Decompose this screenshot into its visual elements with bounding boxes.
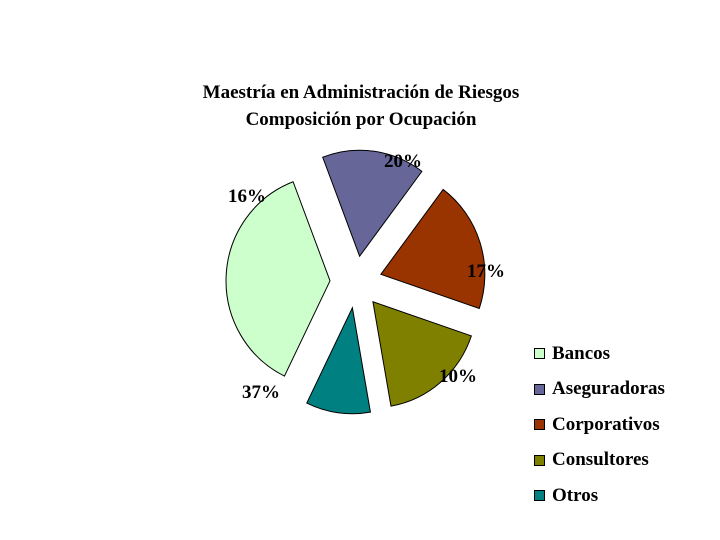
legend: Bancos Aseguradoras Corporativos Consult… (534, 336, 665, 514)
legend-label-corporativos: Corporativos (552, 413, 660, 435)
chart-subtitle: Composición por Ocupación (245, 109, 477, 130)
pie-slice-otros (306, 306, 372, 415)
legend-label-bancos: Bancos (552, 342, 611, 364)
pie-slice-aseguradoras (322, 149, 423, 258)
legend-swatch-corporativos (534, 419, 545, 431)
legend-label-otros: Otros (552, 484, 599, 506)
legend-swatch-bancos (534, 348, 545, 360)
legend-swatch-aseguradoras (534, 383, 545, 395)
pie-label-otros: 10% (439, 366, 477, 387)
pie-slice-bancos (225, 181, 331, 377)
pie-label-consultores: 17% (467, 261, 505, 282)
legend-item-aseguradoras: Aseguradoras (534, 372, 665, 408)
legend-label-consultores: Consultores (552, 449, 649, 471)
legend-item-corporativos: Corporativos (534, 407, 665, 443)
pie-slice-consultores (372, 300, 473, 407)
legend-item-otros: Otros (534, 478, 665, 514)
legend-swatch-otros (534, 490, 545, 502)
chart-title: Maestría en Administración de Riesgos (202, 82, 520, 103)
pie-label-bancos: 37% (242, 382, 280, 403)
pie-label-corporativos: 20% (384, 151, 422, 172)
legend-item-bancos: Bancos (534, 336, 665, 372)
legend-label-aseguradoras: Aseguradoras (552, 378, 665, 400)
pie-slice-corporativos (380, 188, 486, 310)
legend-item-consultores: Consultores (534, 443, 665, 479)
legend-swatch-consultores (534, 454, 545, 466)
pie-label-aseguradoras: 16% (228, 186, 266, 207)
